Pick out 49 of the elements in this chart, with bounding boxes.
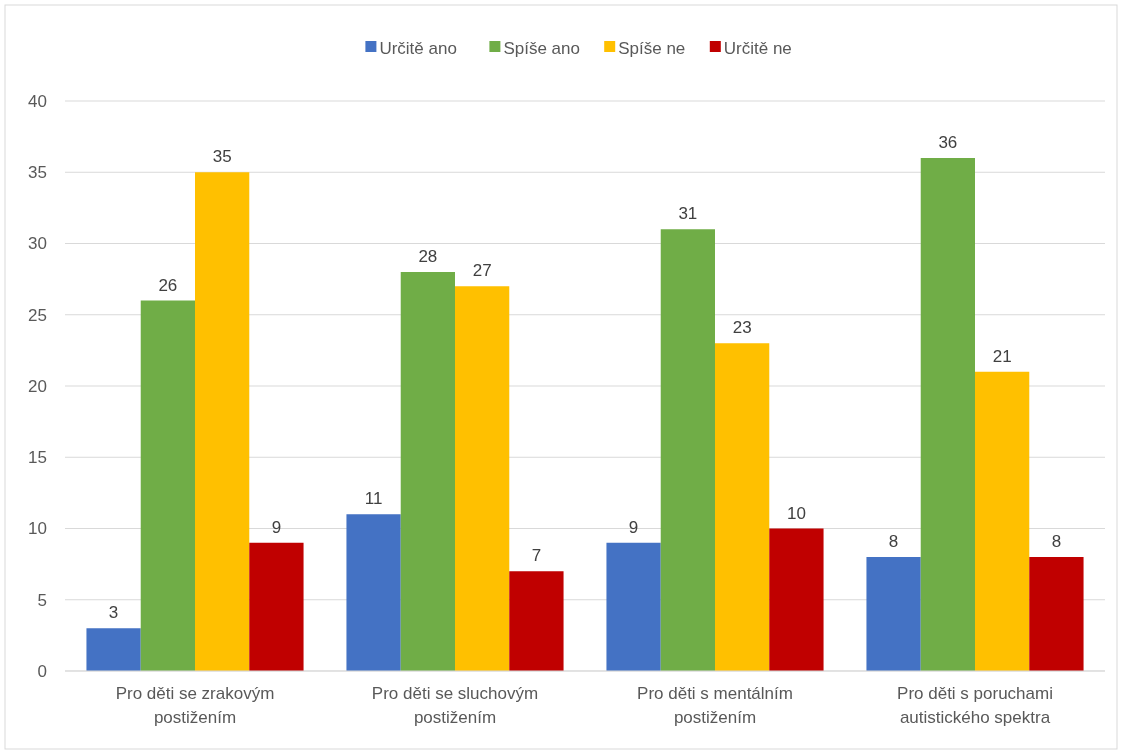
- y-tick-label: 35: [28, 163, 47, 183]
- x-tick-label: Pro děti se zrakovým postižením: [115, 684, 275, 727]
- bar: [509, 571, 564, 671]
- y-tick-label: 10: [28, 519, 47, 539]
- y-tick-label: 40: [28, 91, 47, 111]
- legend-label: Určitě ano: [379, 38, 457, 58]
- bar: [866, 557, 921, 671]
- y-tick-label: 0: [37, 661, 47, 681]
- data-label: 35: [212, 147, 232, 167]
- legend-label: Spíše ano: [503, 38, 580, 58]
- x-tick-label: Pro děti s mentálním postižením: [637, 684, 793, 727]
- bar: [400, 272, 455, 671]
- bar: [346, 514, 401, 671]
- data-label: 31: [678, 204, 698, 224]
- y-tick-label: 25: [28, 305, 47, 325]
- data-label: 3: [108, 603, 119, 623]
- data-label: 10: [786, 503, 806, 523]
- x-tick-label: Pro děti s poruchami autistického spektra: [897, 684, 1053, 727]
- bar: [455, 286, 510, 671]
- data-label: 8: [888, 532, 899, 551]
- bar: [140, 300, 195, 671]
- y-tick-label: 15: [28, 448, 47, 468]
- y-tick-label: 30: [28, 234, 47, 254]
- bar: [920, 158, 975, 671]
- data-label: 26: [158, 275, 178, 295]
- y-tick-label: 20: [28, 376, 47, 396]
- data-label: 23: [732, 318, 752, 338]
- bar: [606, 542, 661, 671]
- data-label: 21: [992, 346, 1012, 366]
- data-label: 28: [418, 247, 438, 266]
- legend-label: Určitě ne: [723, 38, 792, 58]
- data-label: 8: [1051, 532, 1062, 551]
- bar: [1029, 557, 1084, 671]
- data-label: 9: [628, 517, 639, 537]
- bar: [660, 229, 715, 671]
- data-label: 7: [531, 546, 542, 566]
- bar: [195, 172, 250, 671]
- y-tick-label: 5: [37, 590, 47, 610]
- bar: [249, 542, 304, 671]
- bar: [86, 628, 141, 671]
- bar: [975, 371, 1030, 671]
- data-label: 36: [938, 133, 958, 152]
- bar: [769, 528, 824, 671]
- data-label: 9: [271, 517, 282, 537]
- data-label: 11: [364, 489, 383, 509]
- x-tick-label: Pro děti se sluchovým postižením: [371, 684, 539, 727]
- legend-label: Spíše ne: [618, 38, 686, 58]
- bar: [715, 343, 770, 671]
- data-label: 27: [472, 261, 492, 281]
